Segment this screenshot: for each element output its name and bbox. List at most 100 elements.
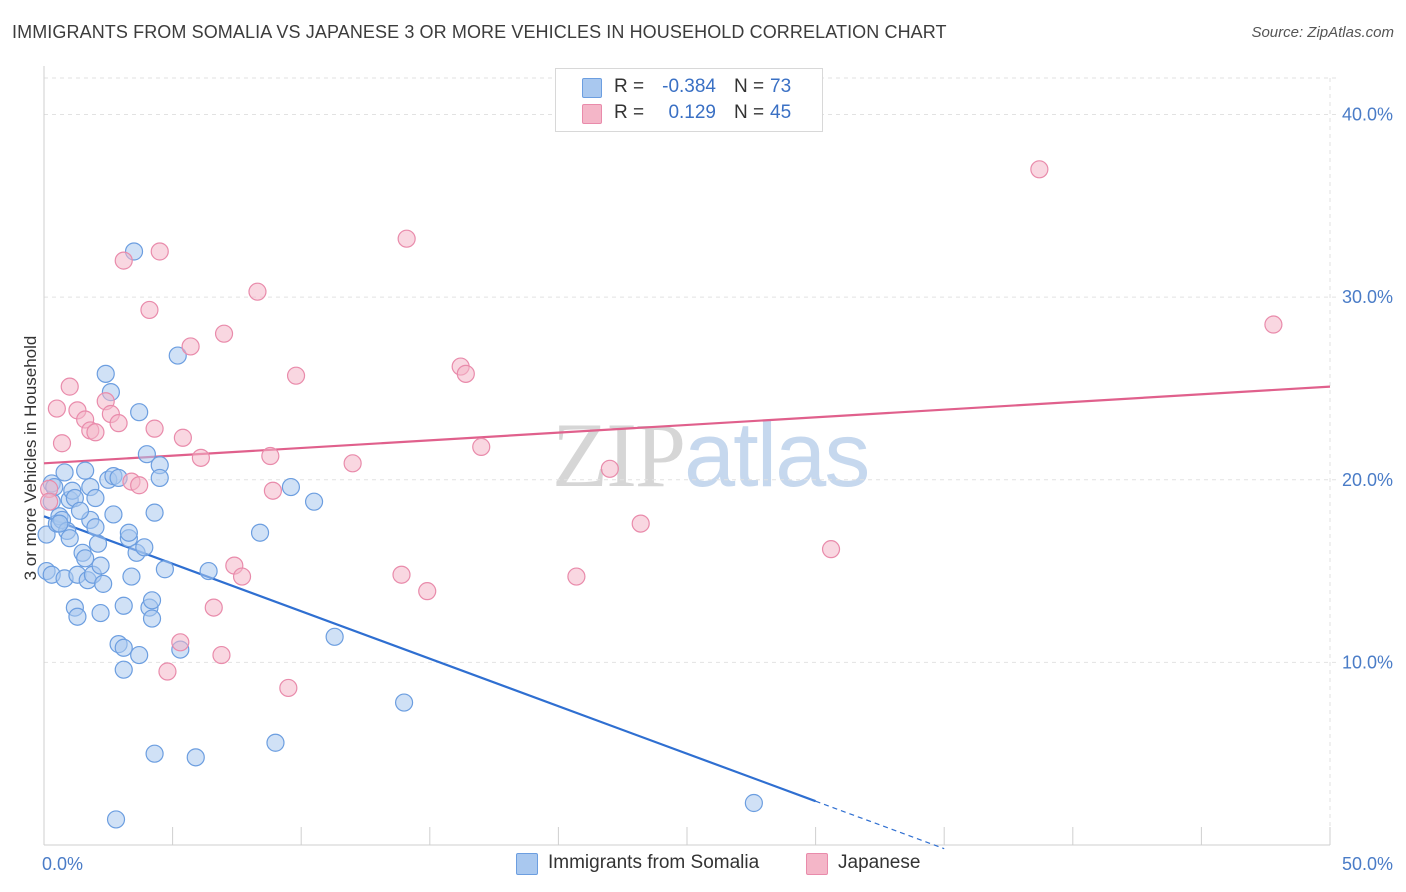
legend-r-value: -0.384 <box>662 76 716 97</box>
legend-r-label: R = <box>614 102 645 123</box>
point-somalia <box>86 488 105 508</box>
point-japanese <box>114 251 133 270</box>
point-somalia <box>155 560 174 579</box>
trend-line-somalia-extension <box>815 800 945 850</box>
point-japanese <box>158 662 177 681</box>
correlation-legend: R = -0.384 N = 73 R = 0.129 N = 45 <box>555 68 823 132</box>
point-japanese <box>456 364 475 383</box>
x-tick-label: 50.0% <box>1342 854 1393 874</box>
point-somalia <box>135 538 154 557</box>
y-tick-label: 40.0% <box>1342 105 1393 125</box>
point-somalia <box>142 591 162 610</box>
point-somalia <box>68 607 87 626</box>
point-japanese <box>392 565 411 584</box>
point-somalia <box>114 638 133 657</box>
point-somalia <box>130 403 149 422</box>
point-japanese <box>261 446 280 466</box>
point-somalia <box>55 463 74 482</box>
point-japanese <box>47 399 66 418</box>
point-somalia <box>106 810 126 829</box>
series-legend: Immigrants from Somalia Japanese <box>0 852 1406 878</box>
legend-row-somalia: R = -0.384 N = 73 <box>556 75 822 101</box>
point-japanese <box>263 481 283 500</box>
point-japanese <box>472 437 491 456</box>
trend-line-japanese <box>43 385 1331 465</box>
point-somalia <box>122 567 141 586</box>
point-somalia <box>86 518 105 537</box>
chart-title: IMMIGRANTS FROM SOMALIA VS JAPANESE 3 OR… <box>12 22 947 42</box>
legend-n-label: N = <box>734 76 765 97</box>
legend-swatch-japanese <box>806 853 828 875</box>
point-japanese <box>1030 160 1049 179</box>
point-japanese <box>214 324 234 343</box>
point-japanese <box>130 476 149 495</box>
legend-n-value: 73 <box>770 76 792 97</box>
point-somalia <box>186 748 205 767</box>
point-japanese <box>418 582 437 601</box>
point-japanese <box>140 300 159 320</box>
axes <box>43 66 1331 846</box>
point-somalia <box>266 733 285 752</box>
point-somalia <box>145 744 164 763</box>
data-points <box>37 160 1283 829</box>
point-somalia <box>130 645 149 665</box>
trend-lines <box>43 385 1331 850</box>
y-tick-label: 10.0% <box>1342 652 1393 672</box>
point-japanese <box>232 567 252 586</box>
axis-labels: 10.0% 20.0% 30.0% 40.0% 0.0% 50.0% 3 or more V… <box>21 105 1393 874</box>
point-somalia <box>96 364 115 383</box>
point-japanese <box>248 282 267 301</box>
point-somalia <box>137 445 156 464</box>
point-japanese <box>86 423 105 442</box>
watermark-atlas: atlas <box>684 404 870 506</box>
legend-swatch-somalia <box>582 78 602 98</box>
point-somalia <box>94 574 113 593</box>
point-japanese <box>567 567 586 586</box>
watermark-zip: ZIP <box>552 404 686 506</box>
point-somalia <box>281 477 301 497</box>
point-somalia <box>91 603 110 623</box>
point-somalia <box>88 534 108 553</box>
point-somalia <box>304 492 324 511</box>
point-japanese <box>821 540 841 559</box>
point-japanese <box>40 492 59 511</box>
point-somalia <box>60 529 79 548</box>
legend-label-somalia: Immigrants from Somalia <box>548 852 760 873</box>
point-somalia <box>91 556 110 575</box>
point-somalia <box>145 503 164 522</box>
point-japanese <box>343 454 362 473</box>
point-somalia <box>199 561 218 581</box>
point-japanese <box>204 598 223 617</box>
point-somalia <box>70 501 90 520</box>
point-japanese <box>631 514 650 533</box>
point-japanese <box>191 448 210 467</box>
point-somalia <box>250 523 270 542</box>
grid-lines <box>44 77 1340 845</box>
point-somalia <box>76 549 95 568</box>
y-axis-label: 3 or more Vehicles in Household <box>21 336 40 581</box>
source-label: Source: ZipAtlas.com <box>1251 24 1394 41</box>
point-japanese <box>212 645 231 665</box>
legend-row-japanese: R = 0.129 N = 45 <box>556 101 822 127</box>
point-somalia <box>150 468 169 488</box>
point-somalia <box>744 793 763 813</box>
x-tick-label: 0.0% <box>42 854 83 874</box>
point-japanese <box>109 414 128 433</box>
point-japanese <box>286 366 306 385</box>
legend-swatch-japanese <box>582 104 602 124</box>
point-somalia <box>114 596 133 615</box>
point-somalia <box>119 523 138 542</box>
point-japanese <box>150 242 169 261</box>
point-japanese <box>181 337 200 356</box>
point-japanese <box>173 428 192 447</box>
point-somalia <box>76 461 95 480</box>
point-somalia <box>114 660 133 679</box>
point-japanese <box>145 419 164 438</box>
y-tick-label: 20.0% <box>1342 470 1393 490</box>
point-somalia <box>50 514 69 533</box>
point-somalia <box>325 627 344 646</box>
point-somalia <box>394 693 414 712</box>
legend-label-japanese: Japanese <box>838 852 921 873</box>
point-japanese <box>1264 315 1283 334</box>
